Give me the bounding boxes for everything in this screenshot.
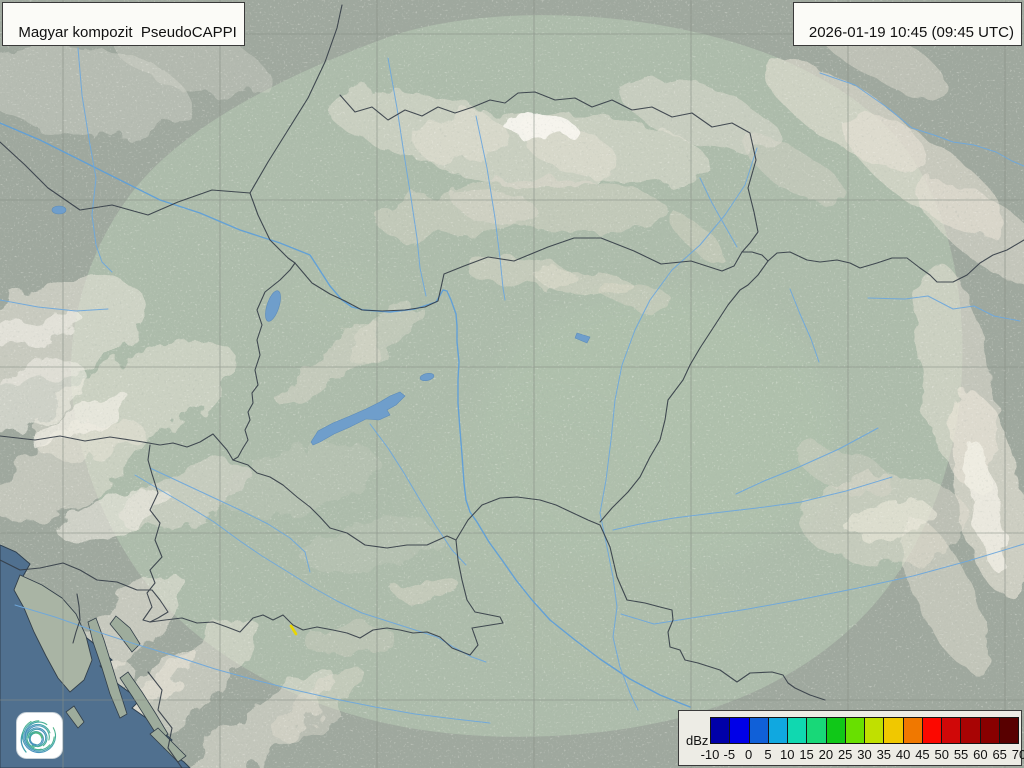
lake-attersee bbox=[51, 205, 67, 215]
legend-tick: 50 bbox=[934, 747, 949, 762]
legend-tick: 0 bbox=[745, 747, 753, 762]
legend-tick: 45 bbox=[915, 747, 930, 762]
legend-color-cell bbox=[711, 718, 731, 743]
legend-tick: 35 bbox=[876, 747, 892, 762]
legend-color-cell bbox=[768, 718, 788, 743]
legend-color-cell bbox=[730, 718, 750, 743]
river-enns bbox=[0, 299, 109, 312]
legend-tick: 55 bbox=[953, 747, 969, 762]
river-danube bbox=[0, 122, 691, 708]
river-sava bbox=[14, 604, 491, 724]
hungaromet-logo bbox=[16, 712, 63, 759]
legend-tick: 15 bbox=[799, 747, 814, 762]
river-sio bbox=[369, 423, 467, 566]
legend-tick: 40 bbox=[895, 747, 911, 762]
legend-color-cell bbox=[942, 718, 962, 743]
legend-tick: 60 bbox=[973, 747, 988, 762]
dbz-legend: dBz -10 -5 0 5 10 15 20 25 30 35 40 45 50 55 60 65 70 bbox=[678, 710, 1024, 766]
legend-color-cell bbox=[865, 718, 885, 743]
legend-tick: -5 bbox=[723, 747, 736, 762]
lake-velence bbox=[419, 372, 435, 382]
legend-color-cell bbox=[788, 718, 808, 743]
river-maros bbox=[620, 543, 1024, 625]
legend-tick: 30 bbox=[857, 747, 872, 762]
legend-color-cell bbox=[903, 718, 923, 743]
istria-peninsula bbox=[13, 574, 93, 693]
timestamp: 2026-01-19 10:45 (09:45 UTC) bbox=[808, 24, 1014, 41]
legend-color-cell bbox=[749, 718, 769, 743]
legend-tick: 25 bbox=[837, 747, 853, 762]
river-tisza bbox=[599, 147, 758, 711]
rivers bbox=[0, 47, 1024, 724]
river-mura bbox=[149, 467, 311, 573]
spiral-logo-icon bbox=[16, 712, 63, 759]
river-koros-branch bbox=[735, 427, 879, 495]
legend-tick: 5 bbox=[764, 747, 772, 762]
legend-tick: 10 bbox=[780, 747, 795, 762]
river-hron bbox=[475, 115, 506, 301]
legend-tick-labels: -10 -5 0 5 10 15 20 25 30 35 40 45 50 55 60 65 70 bbox=[701, 747, 1024, 763]
product-title-box: Magyar kompozit PseudoCAPPI bbox=[2, 2, 245, 46]
legend-color-cell bbox=[807, 718, 827, 743]
legend-color-cell bbox=[826, 718, 846, 743]
legend-color-cell bbox=[980, 718, 1000, 743]
adriatic-islands bbox=[65, 615, 187, 763]
river-szamos bbox=[789, 288, 820, 363]
lake-tisza bbox=[574, 332, 591, 344]
country-borders bbox=[0, 4, 1024, 768]
legend-color-cell bbox=[999, 718, 1018, 743]
legend-tick: -10 bbox=[700, 747, 720, 762]
product-title: Magyar kompozit PseudoCAPPI bbox=[18, 24, 237, 41]
legend-tick: 70 bbox=[1011, 747, 1024, 762]
legend-unit-label: dBz bbox=[686, 733, 709, 748]
river-morava bbox=[77, 47, 113, 273]
lake-ferto bbox=[265, 290, 281, 322]
legend-tick: 20 bbox=[818, 747, 834, 762]
river-vah bbox=[387, 57, 427, 297]
lake-balaton bbox=[310, 391, 406, 446]
lakes bbox=[51, 205, 591, 446]
timestamp-box: 2026-01-19 10:45 (09:45 UTC) bbox=[792, 2, 1022, 46]
legend-tick: 65 bbox=[992, 747, 1007, 762]
legend-color-cell bbox=[961, 718, 981, 743]
river-upper-tisza bbox=[819, 72, 1024, 167]
legend-color-cell bbox=[884, 718, 904, 743]
river-koros bbox=[612, 476, 893, 531]
river-bodrog bbox=[699, 177, 738, 248]
legend-color-cell bbox=[845, 718, 865, 743]
legend-color-cell bbox=[922, 718, 942, 743]
river-somes bbox=[867, 295, 1021, 322]
legend-color-bar bbox=[710, 717, 1019, 744]
radar-echo bbox=[289, 624, 298, 636]
